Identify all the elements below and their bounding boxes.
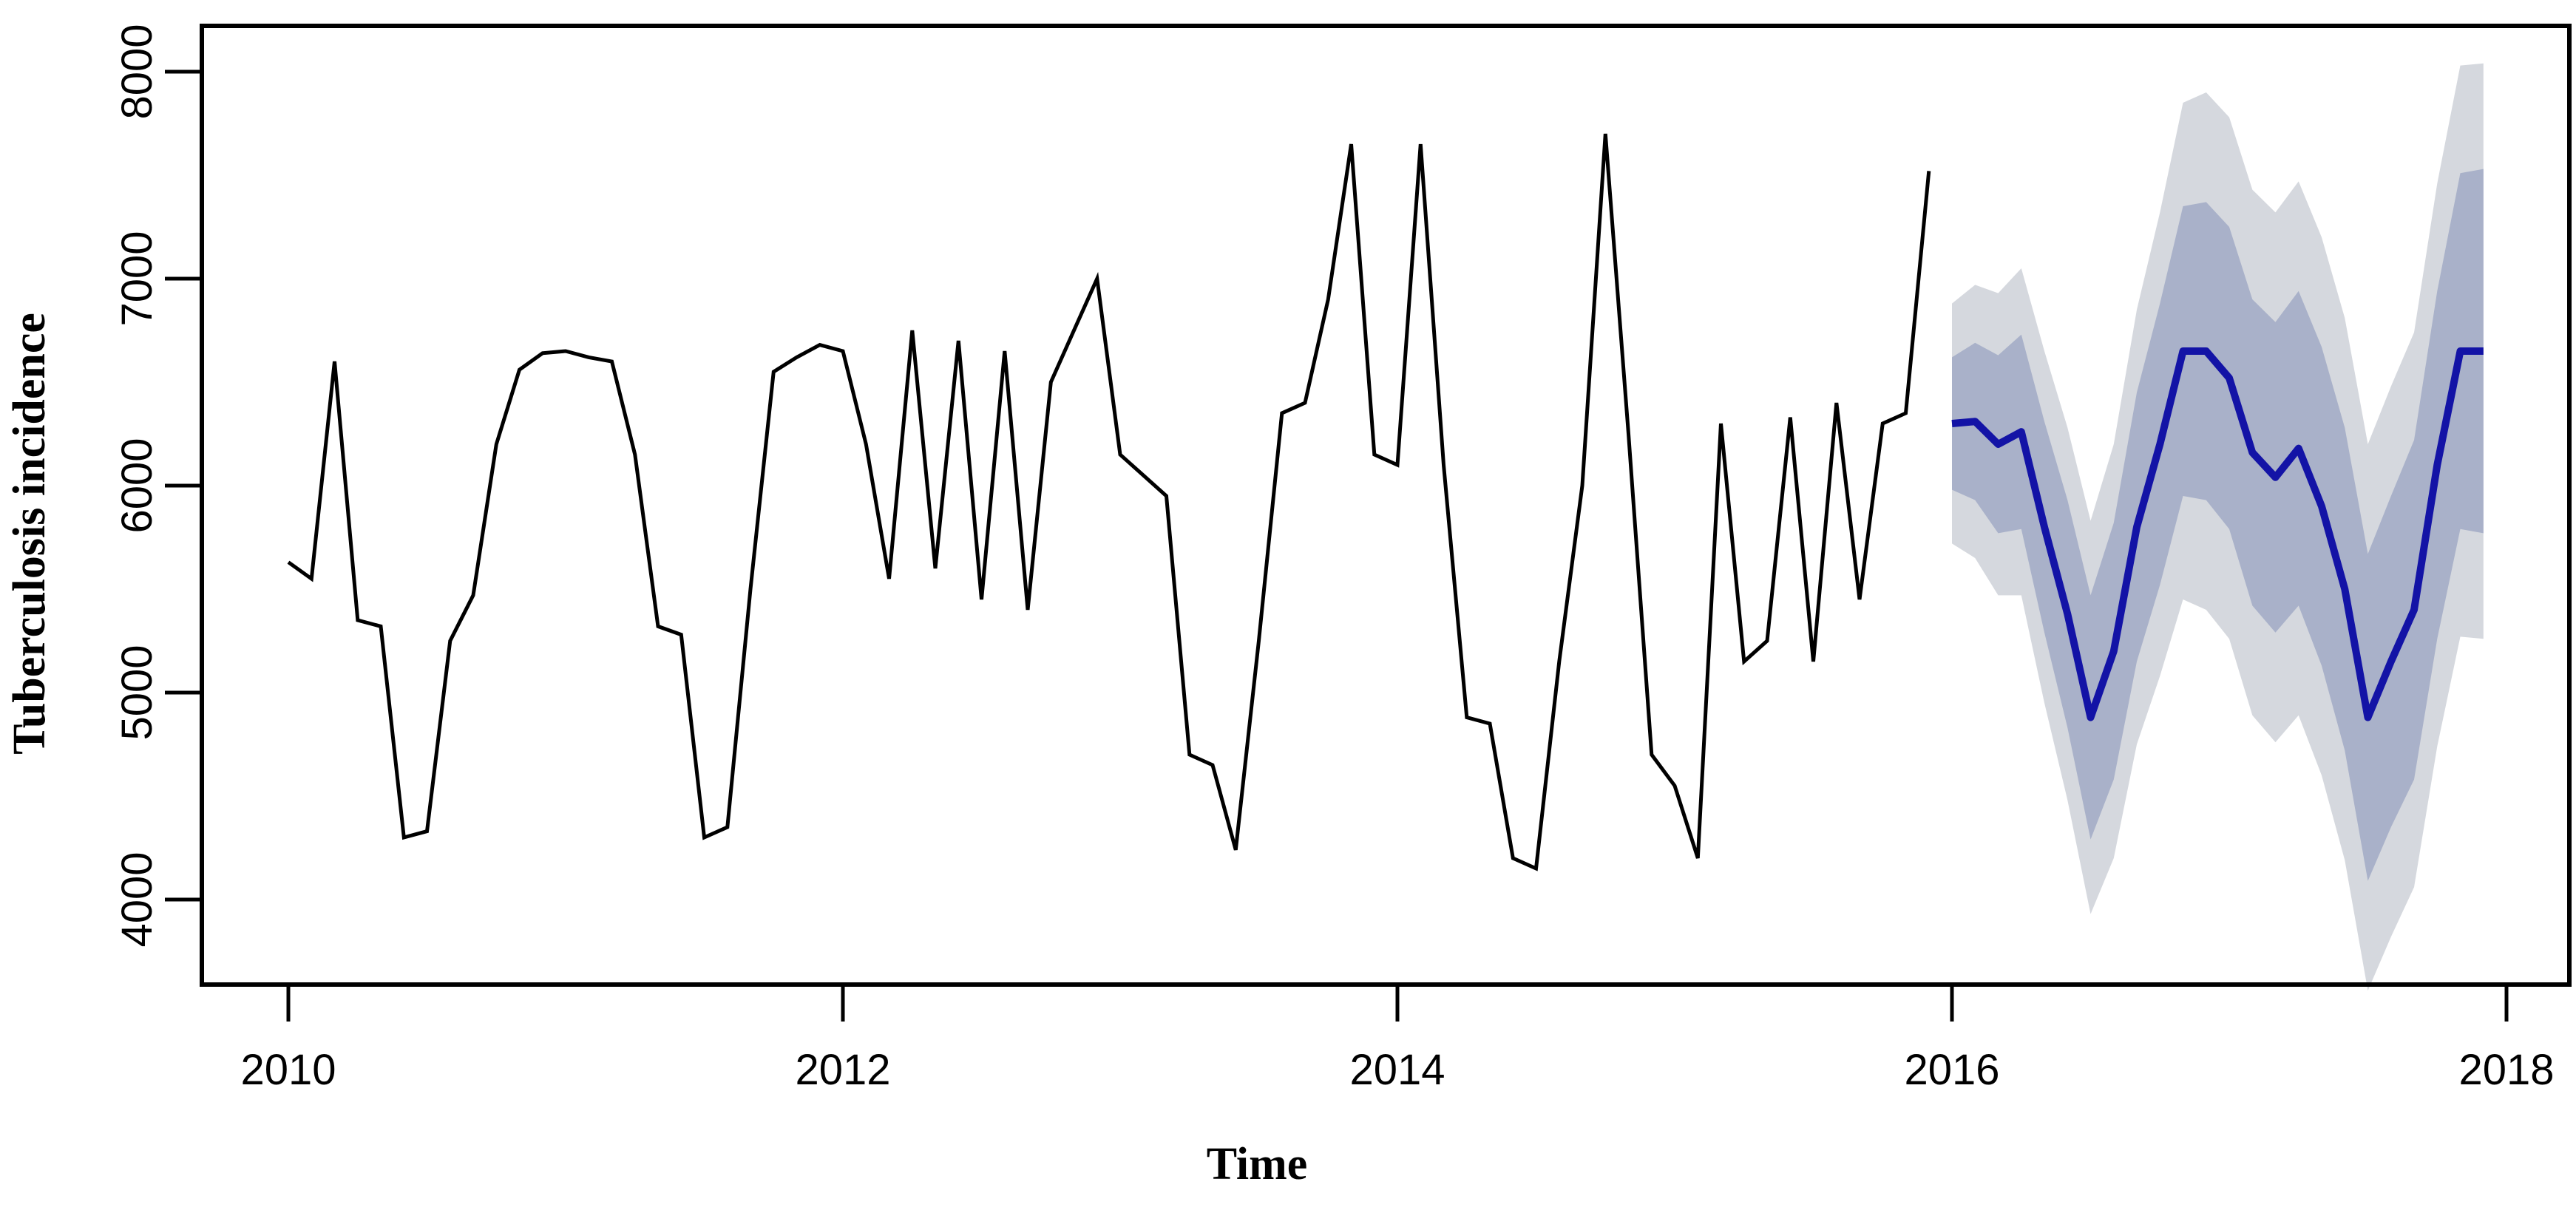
y-tick-label-6000: 6000 — [113, 438, 161, 533]
y-axis-ticks — [165, 69, 202, 902]
y-axis-title: Tuberculosis incidence — [4, 313, 55, 755]
y-tick-label-5000: 5000 — [113, 645, 161, 740]
x-axis-ticks — [286, 985, 2509, 1022]
y-tick-label-7000: 7000 — [113, 231, 161, 326]
observed-series-line — [287, 133, 1931, 871]
x-axis-title: Time — [1207, 1139, 1308, 1189]
forecast-mean-line — [1951, 347, 2484, 721]
plot-border — [200, 24, 2572, 987]
y-tick-label-8000: 8000 — [113, 24, 161, 119]
x-tick-label-2014: 2014 — [1349, 1046, 1445, 1094]
x-tick-label-2010: 2010 — [240, 1046, 336, 1094]
x-axis-tick-labels: 2010 2012 2014 2016 2018 — [240, 1046, 2554, 1094]
x-tick-label-2012: 2012 — [795, 1046, 890, 1094]
x-tick-label-2016: 2016 — [1904, 1046, 1999, 1094]
y-tick-label-4000: 4000 — [113, 852, 161, 947]
x-tick-label-2018: 2018 — [2458, 1046, 2554, 1094]
y-axis-tick-labels: 4000 5000 6000 7000 8000 — [113, 24, 161, 947]
